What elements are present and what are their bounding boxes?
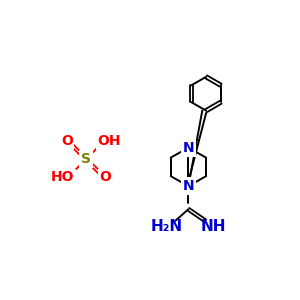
Text: OH: OH (97, 134, 121, 148)
Text: N: N (183, 179, 194, 193)
Text: O: O (61, 134, 73, 148)
Text: O: O (99, 170, 111, 184)
Text: H₂N: H₂N (151, 219, 183, 234)
Text: N: N (183, 141, 194, 155)
Text: S: S (81, 152, 91, 166)
Text: NH: NH (201, 219, 226, 234)
Text: HO: HO (51, 170, 75, 184)
